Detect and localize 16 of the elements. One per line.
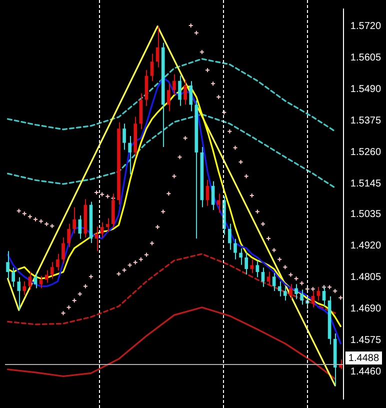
y-tick-label: 1.4575 [350,335,382,346]
y-tick-label: 1.5375 [350,116,382,127]
y-tick-label: 1.5720 [350,21,382,32]
line-series [6,58,336,132]
line-series [6,253,336,326]
y-tick-label: 1.5605 [350,52,382,64]
y-tick-label: 1.4690 [350,304,382,315]
ref-line-label: 1.4488 [348,352,380,364]
line-series [6,114,336,189]
y-tick-label: 1.4805 [350,272,382,283]
y-tick-label: 1.5490 [350,84,382,96]
y-tick-label: 1.5260 [350,147,382,158]
y-tick-label: 1.5035 [350,208,382,220]
y-tick-label: 1.4460 [350,366,382,378]
y-tick-label: 1.5145 [350,178,382,190]
y-tick-label: 1.4920 [350,240,382,252]
